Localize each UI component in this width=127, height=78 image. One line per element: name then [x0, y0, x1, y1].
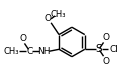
Text: O: O: [20, 34, 27, 43]
Text: O: O: [102, 57, 109, 66]
Text: Cl: Cl: [110, 45, 119, 54]
Text: S: S: [95, 44, 102, 54]
Text: NH: NH: [37, 47, 51, 56]
Text: CH₃: CH₃: [50, 10, 66, 19]
Text: O: O: [102, 33, 109, 42]
Text: CH₃: CH₃: [4, 47, 19, 56]
Text: C: C: [26, 47, 33, 56]
Text: O: O: [45, 14, 52, 23]
